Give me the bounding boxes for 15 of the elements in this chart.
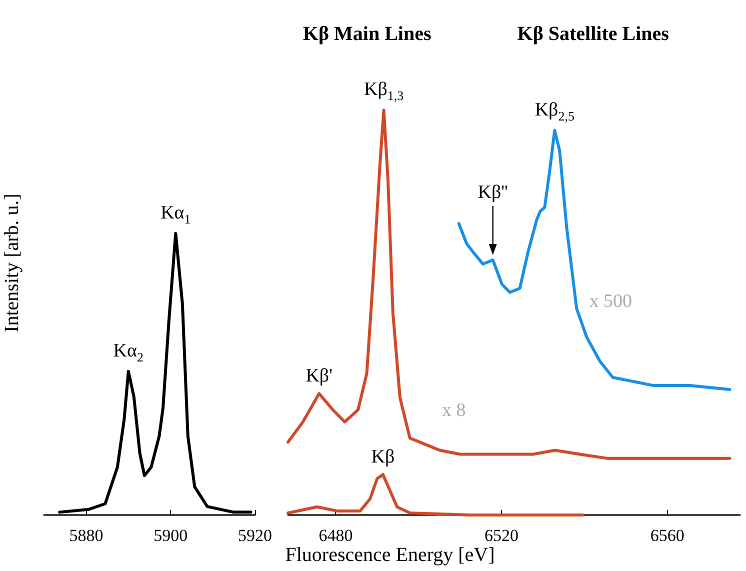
- x-tick-label: 5920: [238, 526, 272, 545]
- series-label: x 8: [442, 400, 466, 422]
- annotation: Kβ: [371, 446, 395, 468]
- x-tick-label: 6560: [650, 526, 684, 545]
- annotation: Kβ'': [478, 182, 508, 203]
- text: Kβ Satellite Lines: [517, 23, 670, 45]
- series-label: x 500: [589, 290, 632, 312]
- x-tick-label: 5900: [154, 526, 188, 545]
- annotation: Kβ': [306, 366, 333, 387]
- x-tick-label: 5880: [69, 526, 104, 545]
- text: Kβ Main Lines: [302, 23, 432, 45]
- x-tick-label: 6520: [484, 526, 519, 545]
- x-axis-title: Fluorescence Energy [eV]: [285, 544, 495, 566]
- y-axis-title: Intensity [arb. u.]: [1, 194, 23, 332]
- x-tick-label: 6480: [318, 526, 353, 545]
